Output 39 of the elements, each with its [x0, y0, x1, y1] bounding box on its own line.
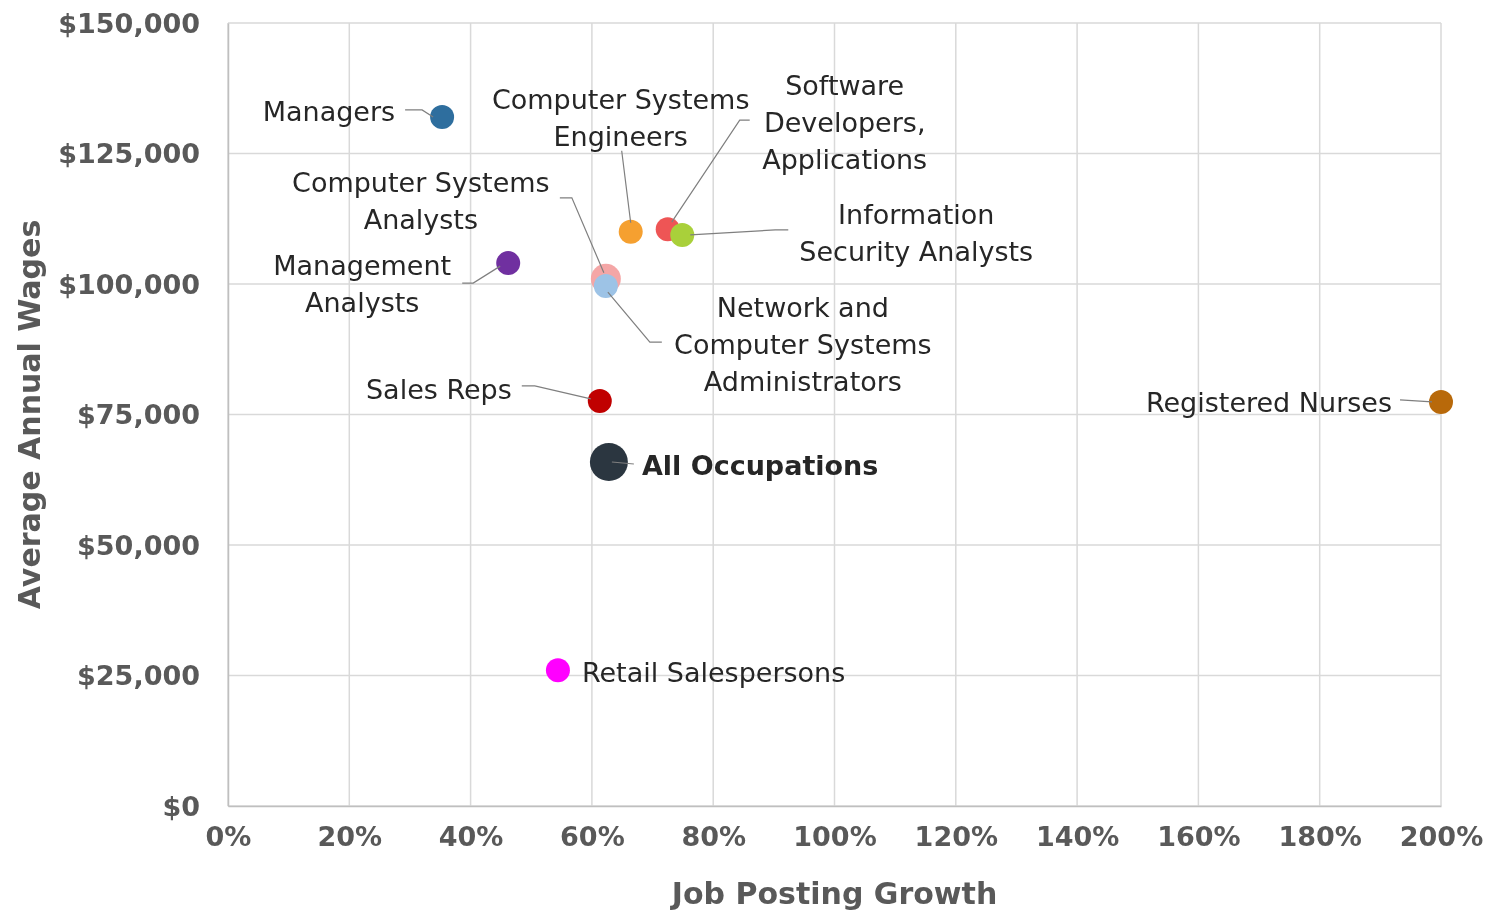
x-tick-label: 100%	[793, 821, 877, 853]
point	[545, 658, 570, 683]
series-label: Retail Salespersons	[581, 657, 846, 689]
text: Network and Computer Systems Administrators	[674, 292, 932, 398]
x-tick-label: 120%	[914, 821, 999, 853]
x-tick-label: 160%	[1157, 821, 1241, 853]
point	[496, 251, 521, 276]
x-tick-label: 80%	[681, 821, 747, 853]
y-axis-title: Average Annual Wages	[12, 219, 47, 610]
y-tick-label: $100,000	[58, 268, 200, 300]
text: Computer Systems Engineers	[491, 83, 750, 152]
series-label: Management Analysts	[273, 250, 452, 319]
series-label: All Occupations	[641, 450, 879, 481]
x-axis-title: Job Posting Growth	[669, 876, 998, 911]
text: Sales Reps	[365, 373, 512, 405]
x-tick-label: 180%	[1278, 821, 1362, 853]
point	[618, 219, 643, 244]
point	[589, 443, 628, 481]
x-tick-label: 20%	[317, 821, 383, 853]
y-tick-label: $0	[162, 790, 200, 822]
x-tick-label: 0%	[205, 821, 252, 853]
y-tick-label: $125,000	[58, 138, 200, 170]
point	[1429, 390, 1453, 414]
text: Software Developers, Applications	[762, 70, 928, 176]
y-tick-label: $25,000	[77, 660, 200, 692]
y-tick-label: $150,000	[58, 7, 200, 39]
x-tick-label: 40%	[438, 821, 504, 853]
point	[670, 222, 695, 247]
x-tick-label: 140%	[1035, 821, 1120, 853]
point	[430, 104, 455, 129]
x-tick-label: 200%	[1399, 821, 1484, 853]
series-label: Registered Nurses	[1145, 386, 1392, 418]
y-tick-label: $50,000	[77, 529, 200, 561]
text: Information Security Analysts	[799, 198, 1034, 267]
x-tick-label: 60%	[560, 821, 625, 853]
point	[587, 388, 612, 413]
series-label: Managers	[262, 95, 396, 127]
text: Computer Systems Analysts	[292, 166, 550, 235]
y-tick-label: $75,000	[77, 399, 200, 431]
